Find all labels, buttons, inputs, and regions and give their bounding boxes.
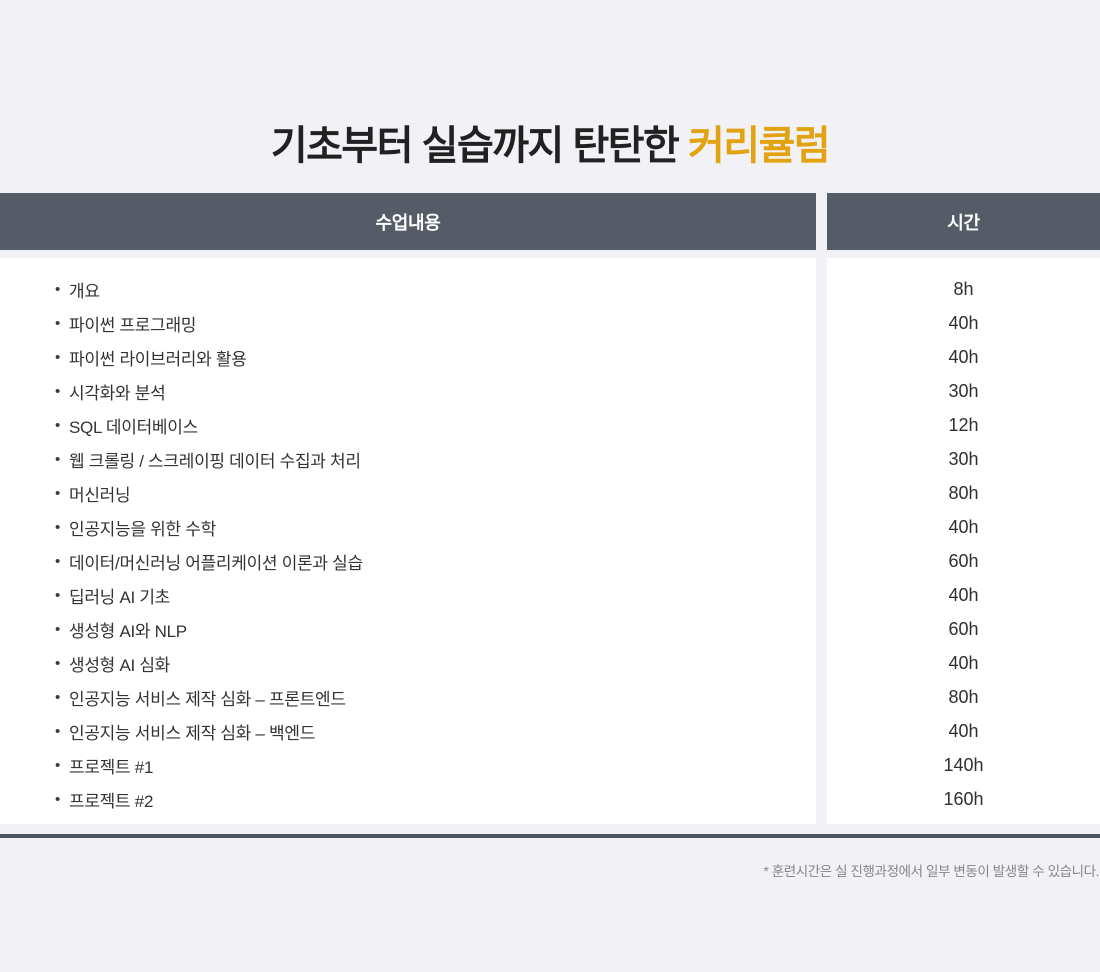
- column-header-content: 수업내용: [0, 193, 816, 250]
- column-header-hours: 시간: [827, 193, 1100, 250]
- course-hours: 40h: [948, 584, 979, 605]
- bullet-icon: •: [55, 756, 61, 774]
- course-item-label: 파이썬 프로그래밍: [69, 315, 197, 335]
- course-hours: 40h: [948, 312, 979, 333]
- course-hours: 12h: [948, 414, 979, 435]
- bullet-icon: •: [55, 586, 61, 604]
- course-hours: 60h: [948, 618, 979, 639]
- course-item-label: 시각화와 분석: [69, 383, 166, 403]
- table-body: • 개요 • 파이썬 프로그래밍 • 파이썬 라이브러리와 활용 • 시각화와 …: [0, 258, 1100, 824]
- bullet-icon: •: [55, 314, 61, 332]
- table-row: • 생성형 AI와 NLP: [0, 612, 816, 646]
- page-title-highlight: 커리큘럼: [687, 123, 831, 168]
- course-item-label: 생성형 AI와 NLP: [69, 621, 187, 641]
- course-item-label: 프로젝트 #2: [69, 791, 154, 811]
- course-item-label: 데이터/머신러닝 어플리케이션 이론과 실습: [69, 553, 363, 573]
- table-row: • SQL 데이터베이스: [0, 408, 816, 442]
- course-item-label: 인공지능을 위한 수학: [69, 519, 216, 539]
- bullet-icon: •: [55, 382, 61, 400]
- course-item-label: 머신러닝: [69, 485, 131, 505]
- course-hours: 40h: [948, 652, 979, 673]
- hours-column: 8h 40h 40h 30h 12h 30h 80h 40h 60h 40h 6…: [827, 258, 1100, 824]
- table-row: • 웹 크롤링 / 스크레이핑 데이터 수집과 처리: [0, 442, 816, 476]
- table-row: • 개요: [0, 272, 816, 306]
- page-title-prefix: 기초부터 실습까지 탄탄한: [270, 123, 688, 168]
- bullet-icon: •: [55, 518, 61, 536]
- divider-rule: [0, 834, 1100, 838]
- bullet-icon: •: [55, 552, 61, 570]
- table-row: • 프로젝트 #2: [0, 782, 816, 816]
- bullet-icon: •: [55, 484, 61, 502]
- course-item-label: 개요: [69, 281, 100, 301]
- course-item-label: 웹 크롤링 / 스크레이핑 데이터 수집과 처리: [69, 451, 361, 471]
- bullet-icon: •: [55, 654, 61, 672]
- course-hours: 80h: [948, 482, 979, 503]
- table-row: • 프로젝트 #1: [0, 748, 816, 782]
- table-row: • 머신러닝: [0, 476, 816, 510]
- course-hours: 40h: [948, 516, 979, 537]
- table-row: • 딥러닝 AI 기초: [0, 578, 816, 612]
- table-row: • 파이썬 라이브러리와 활용: [0, 340, 816, 374]
- table-row: • 생성형 AI 심화: [0, 646, 816, 680]
- course-hours: 8h: [953, 278, 974, 299]
- footnote-text: * 훈련시간은 실 진행과정에서 일부 변동이 발생할 수 있습니다.: [763, 864, 1099, 879]
- bullet-icon: •: [55, 450, 61, 468]
- course-hours: 60h: [948, 550, 979, 571]
- course-item-label: 프로젝트 #1: [69, 757, 154, 777]
- bullet-icon: •: [55, 280, 61, 298]
- course-item-label: 인공지능 서비스 제작 심화 – 프론트엔드: [69, 689, 346, 709]
- course-hours: 140h: [943, 754, 984, 775]
- course-item-label: 딥러닝 AI 기초: [69, 587, 171, 607]
- course-item-label: 인공지능 서비스 제작 심화 – 백엔드: [69, 723, 316, 743]
- bullet-icon: •: [55, 722, 61, 740]
- course-hours: 40h: [948, 346, 979, 367]
- table-row: • 시각화와 분석: [0, 374, 816, 408]
- bullet-icon: •: [55, 620, 61, 638]
- content-column: • 개요 • 파이썬 프로그래밍 • 파이썬 라이브러리와 활용 • 시각화와 …: [0, 258, 816, 824]
- table-row: • 인공지능 서비스 제작 심화 – 백엔드: [0, 714, 816, 748]
- course-hours: 160h: [943, 788, 984, 809]
- table-row: • 데이터/머신러닝 어플리케이션 이론과 실습: [0, 544, 816, 578]
- course-hours: 40h: [948, 720, 979, 741]
- course-item-label: 파이썬 라이브러리와 활용: [69, 349, 247, 369]
- table-row: • 인공지능을 위한 수학: [0, 510, 816, 544]
- course-item-label: SQL 데이터베이스: [69, 417, 198, 437]
- course-hours: 80h: [948, 686, 979, 707]
- bullet-icon: •: [55, 688, 61, 706]
- course-item-label: 생성형 AI 심화: [69, 655, 171, 675]
- table-row: • 파이썬 프로그래밍: [0, 306, 816, 340]
- course-hours: 30h: [948, 380, 979, 401]
- page-title: 기초부터 실습까지 탄탄한 커리큘럼: [0, 123, 1100, 169]
- table-header-row: 수업내용 시간: [0, 193, 1100, 250]
- bullet-icon: •: [55, 790, 61, 808]
- bullet-icon: •: [55, 416, 61, 434]
- course-hours: 30h: [948, 448, 979, 469]
- bullet-icon: •: [55, 348, 61, 366]
- table-row: • 인공지능 서비스 제작 심화 – 프론트엔드: [0, 680, 816, 714]
